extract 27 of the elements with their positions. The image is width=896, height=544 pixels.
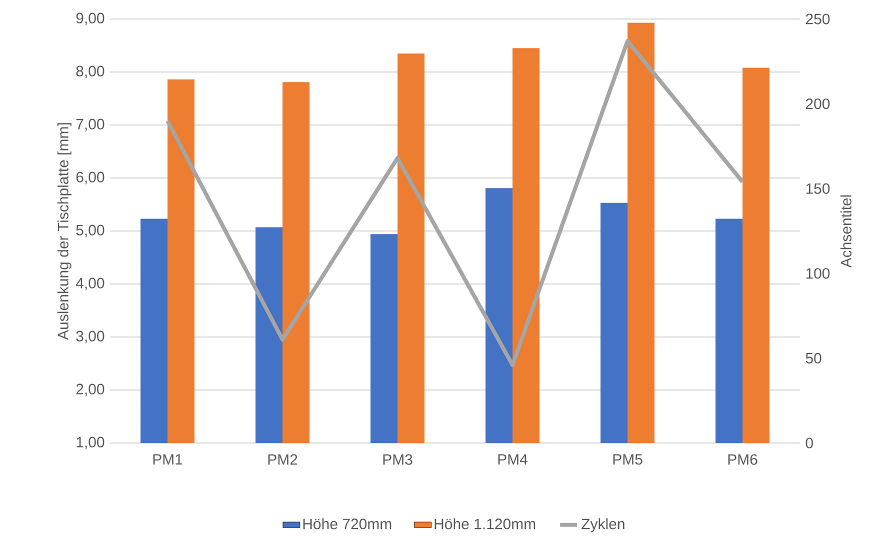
legend-label: Höhe 720mm [303,518,392,530]
y2-tick-label: 150 [806,183,830,194]
x-tick-label: PM5 [613,454,642,465]
y2-tick-label: 200 [806,98,830,110]
y-axis-title: Auslenkung der Tischplatte [mm] [57,123,72,340]
y-tick-label: 7,00 [76,118,104,132]
y2-axis-title: Achsentitel [840,195,852,268]
y-tick-label: 6,00 [76,172,104,184]
y-tick-label: 3,00 [76,330,104,344]
y-tick-label: 2,00 [76,384,104,396]
x-tick-label: PM3 [383,454,412,465]
x-tick-label: PM2 [268,454,298,465]
y-tick-label: 8,00 [76,66,104,78]
y-tick-label: 9,00 [76,12,104,26]
y2-tick-label: 50 [806,352,822,364]
x-tick-label: PM1 [153,454,182,465]
y-tick-label: 5,00 [76,224,104,238]
y-tick-label: 1,00 [76,436,104,450]
y2-tick-label: 0 [806,438,813,448]
legend-label: Höhe 1.120mm [434,518,536,530]
x-tick-label: PM6 [728,454,758,465]
y2-tick-label: 100 [806,268,830,279]
line-series [166,39,745,367]
x-tick-label: PM4 [498,454,528,465]
legend-label: Zyklen [582,518,624,532]
y2-tick-label: 250 [806,14,830,24]
y-tick-label: 4,00 [76,278,104,290]
